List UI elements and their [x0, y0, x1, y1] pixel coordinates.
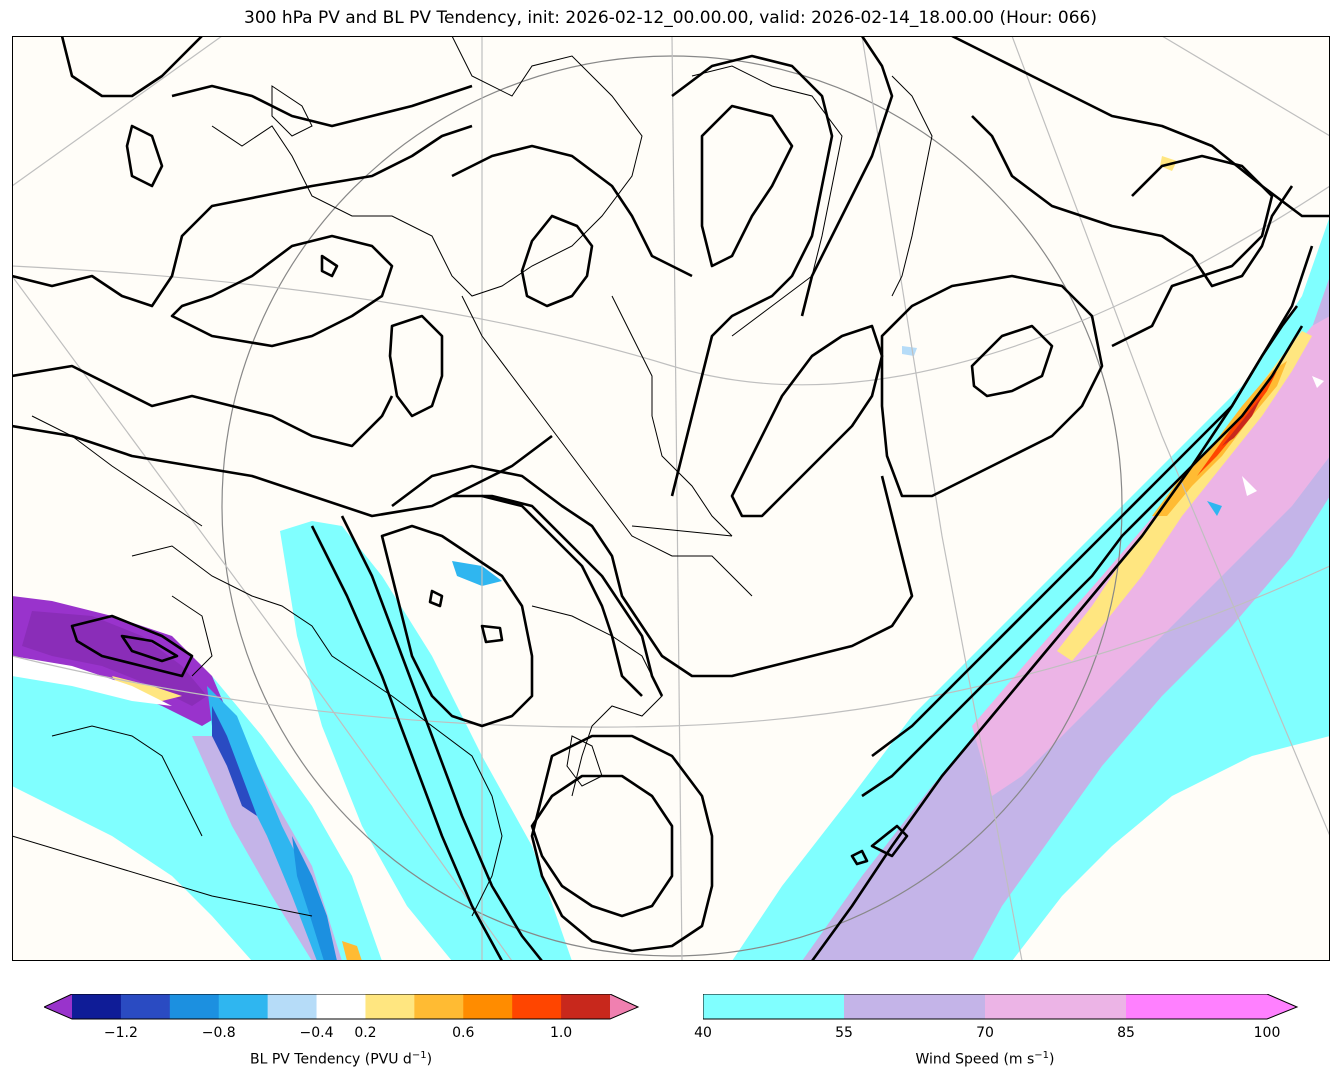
- wind-colorbar-cell: [703, 994, 845, 1019]
- wind-colorbar-cell: [1126, 994, 1268, 1019]
- pv-colorbar-cell: [512, 994, 562, 1019]
- pv-colorbar-cell: [316, 994, 366, 1019]
- wind-speed-colorbar: [703, 994, 1299, 1020]
- pv-contours: [12, 36, 1330, 961]
- pv-colorbar-over-triangle: [610, 994, 638, 1019]
- wind-speed-shading-east: [732, 156, 1330, 961]
- wind-tick-label: 40: [694, 1025, 712, 1041]
- wind-colorbar-cell: [844, 994, 986, 1019]
- pv-tick-label: −0.8: [201, 1025, 236, 1041]
- pv-colorbar-cell: [463, 994, 513, 1019]
- pv-tick-label: −0.4: [299, 1025, 334, 1041]
- map-panel: [12, 36, 1330, 961]
- pv-colorbar-cell: [169, 994, 220, 1019]
- wind-colorbar-over-triangle: [1267, 994, 1297, 1019]
- pv-tick-label: 1.0: [549, 1025, 573, 1041]
- pv-colorbar-under-triangle: [44, 994, 72, 1019]
- pv-colorbar-cell: [365, 994, 415, 1019]
- pv-tick-label: 0.2: [354, 1025, 377, 1041]
- wind-tick-label: 85: [1117, 1025, 1135, 1041]
- wind-tick-label: 55: [835, 1025, 853, 1041]
- pv-colorbar-cells: [72, 994, 611, 1019]
- wind-colorbar-cells: [703, 994, 1268, 1019]
- pv-tick-label: −1.2: [103, 1025, 138, 1041]
- pv-tick-label: 0.6: [452, 1025, 475, 1041]
- plot-title: 300 hPa PV and BL PV Tendency, init: 202…: [244, 8, 1097, 28]
- pv-tendency-colorbar: [44, 994, 640, 1020]
- wind-colorbar-label: Wind Speed (m s−1): [915, 1050, 1055, 1068]
- pv-colorbar-cell: [218, 994, 269, 1019]
- pv-colorbar-cell: [414, 994, 464, 1019]
- pv-colorbar-cell: [267, 994, 318, 1019]
- wind-speed-shading-west: [12, 521, 572, 961]
- pv-colorbar-cell: [72, 994, 122, 1019]
- pv-colorbar-label: BL PV Tendency (PVU d−1): [249, 1050, 433, 1068]
- coastlines: [12, 36, 933, 917]
- pv-colorbar-cell: [561, 994, 611, 1019]
- wind-colorbar-cell: [985, 994, 1127, 1019]
- wind-tick-label: 100: [1253, 1025, 1281, 1041]
- wind-tick-label: 70: [976, 1025, 994, 1041]
- pv-colorbar-cell: [120, 994, 171, 1019]
